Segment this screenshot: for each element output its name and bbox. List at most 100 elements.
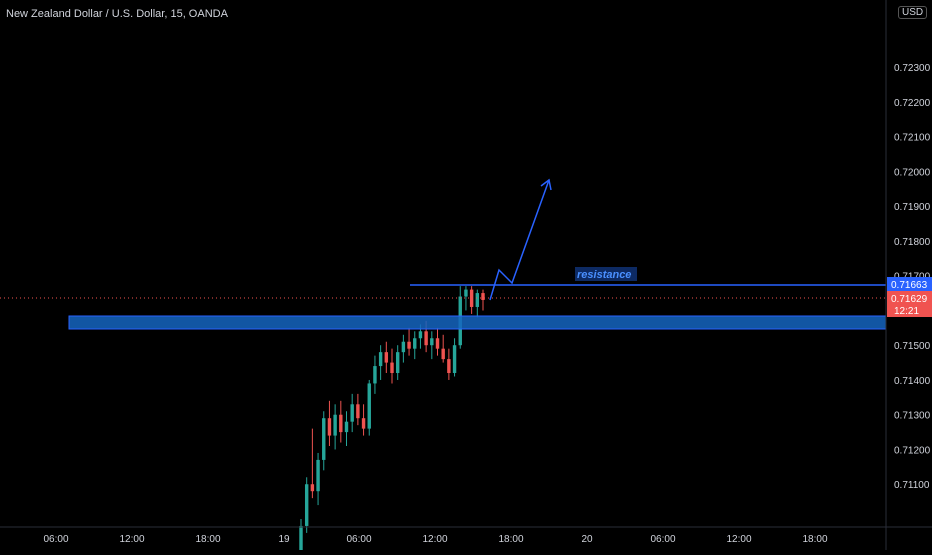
y-tick-label: 0.72300 (894, 63, 931, 74)
x-tick-label: 18:00 (802, 534, 827, 545)
candle-body (361, 418, 366, 429)
candle-body (430, 338, 434, 346)
candle (407, 327, 411, 356)
candle (316, 452, 320, 506)
y-tick-label: 0.71200 (894, 445, 931, 456)
candle (430, 331, 434, 360)
candle-body (344, 421, 349, 433)
candle-body (378, 352, 383, 367)
candle (378, 345, 383, 380)
last-price-tag (887, 291, 932, 317)
x-tick-label: 19 (278, 534, 290, 545)
candle (333, 404, 337, 450)
y-tick-label: 0.71500 (894, 341, 931, 352)
projection-path[interactable] (489, 179, 550, 301)
currency-button[interactable]: USD (898, 6, 928, 19)
candle (350, 393, 354, 433)
symbol-title: New Zealand Dollar / U.S. Dollar, 15, OA… (6, 8, 228, 20)
candle (339, 400, 343, 443)
y-tick-label: 0.71800 (894, 237, 931, 248)
y-tick-label: 0.72000 (894, 167, 931, 178)
y-tick-label: 0.72200 (894, 98, 931, 109)
candle (481, 289, 485, 311)
candle (384, 341, 389, 374)
last-price-text: 0.71629 (891, 294, 928, 305)
candle (401, 334, 406, 363)
y-tick-label: 0.72100 (894, 133, 931, 144)
candle (390, 348, 394, 384)
candle-body (395, 352, 400, 374)
candle (361, 404, 366, 436)
candle (469, 286, 474, 314)
x-tick-label: 20 (581, 534, 593, 545)
countdown-text: 12:21 (894, 306, 919, 317)
y-tick-label: 0.71400 (894, 376, 931, 387)
y-tick-label: 0.71100 (894, 480, 930, 491)
candle-body (322, 418, 326, 460)
candle-body (367, 383, 371, 429)
candle (435, 327, 440, 356)
x-tick-label: 06:00 (650, 534, 675, 545)
candle (322, 411, 326, 471)
candle-body (447, 359, 451, 374)
candle (452, 338, 457, 377)
candle-body (333, 414, 337, 436)
candle-body (316, 459, 320, 492)
candle (367, 379, 371, 436)
x-tick-label: 12:00 (422, 534, 447, 545)
support-zone[interactable] (68, 315, 887, 330)
candles-layer (299, 286, 485, 555)
candle-body (481, 293, 485, 301)
candle (413, 331, 417, 360)
candle (299, 519, 303, 555)
candle-body (373, 366, 377, 384)
resistance-label: resistance (577, 269, 631, 281)
x-tick-label: 18:00 (498, 534, 523, 545)
x-tick-label: 18:00 (195, 534, 220, 545)
candle-body (327, 418, 332, 436)
y-tick-label: 0.71900 (894, 202, 931, 213)
x-tick-label: 06:00 (43, 534, 68, 545)
candle-body (413, 338, 417, 349)
candle-body (401, 341, 406, 353)
candle-body (304, 484, 309, 526)
candle-body (407, 341, 411, 349)
projection-arrowhead (540, 178, 552, 191)
candle-body (339, 414, 343, 433)
resistance-price-text: 0.71663 (891, 280, 928, 291)
candle-body (464, 289, 468, 297)
candle-body (390, 362, 394, 374)
candle (373, 355, 377, 394)
candle (327, 400, 332, 447)
candle-body (435, 338, 440, 349)
candle (464, 286, 468, 311)
x-tick-label: 12:00 (726, 534, 751, 545)
y-tick-label: 0.71300 (894, 411, 931, 422)
candle (310, 428, 315, 499)
candle-body (299, 525, 303, 555)
candle (344, 411, 349, 447)
candle-body (452, 345, 457, 374)
candle-body (384, 352, 389, 363)
candle-body (356, 404, 360, 419)
candle-body (310, 484, 315, 492)
x-axis[interactable]: 06:00 12:00 18:00 19 06:00 12:00 18:00 20 06:00 1… (43, 534, 827, 545)
candle (447, 348, 451, 380)
candle (395, 345, 400, 380)
candle (356, 393, 360, 426)
candle (475, 289, 480, 318)
candle-body (469, 289, 474, 307)
resistance-price-tag (887, 277, 932, 291)
candle-body (418, 331, 423, 339)
candle-body (350, 404, 354, 422)
candle-body (441, 348, 445, 360)
candle (304, 477, 309, 533)
candle-body (424, 331, 428, 346)
candle (441, 334, 445, 363)
candle-body (475, 293, 480, 307)
x-tick-label: 06:00 (346, 534, 371, 545)
x-tick-label: 12:00 (119, 534, 144, 545)
